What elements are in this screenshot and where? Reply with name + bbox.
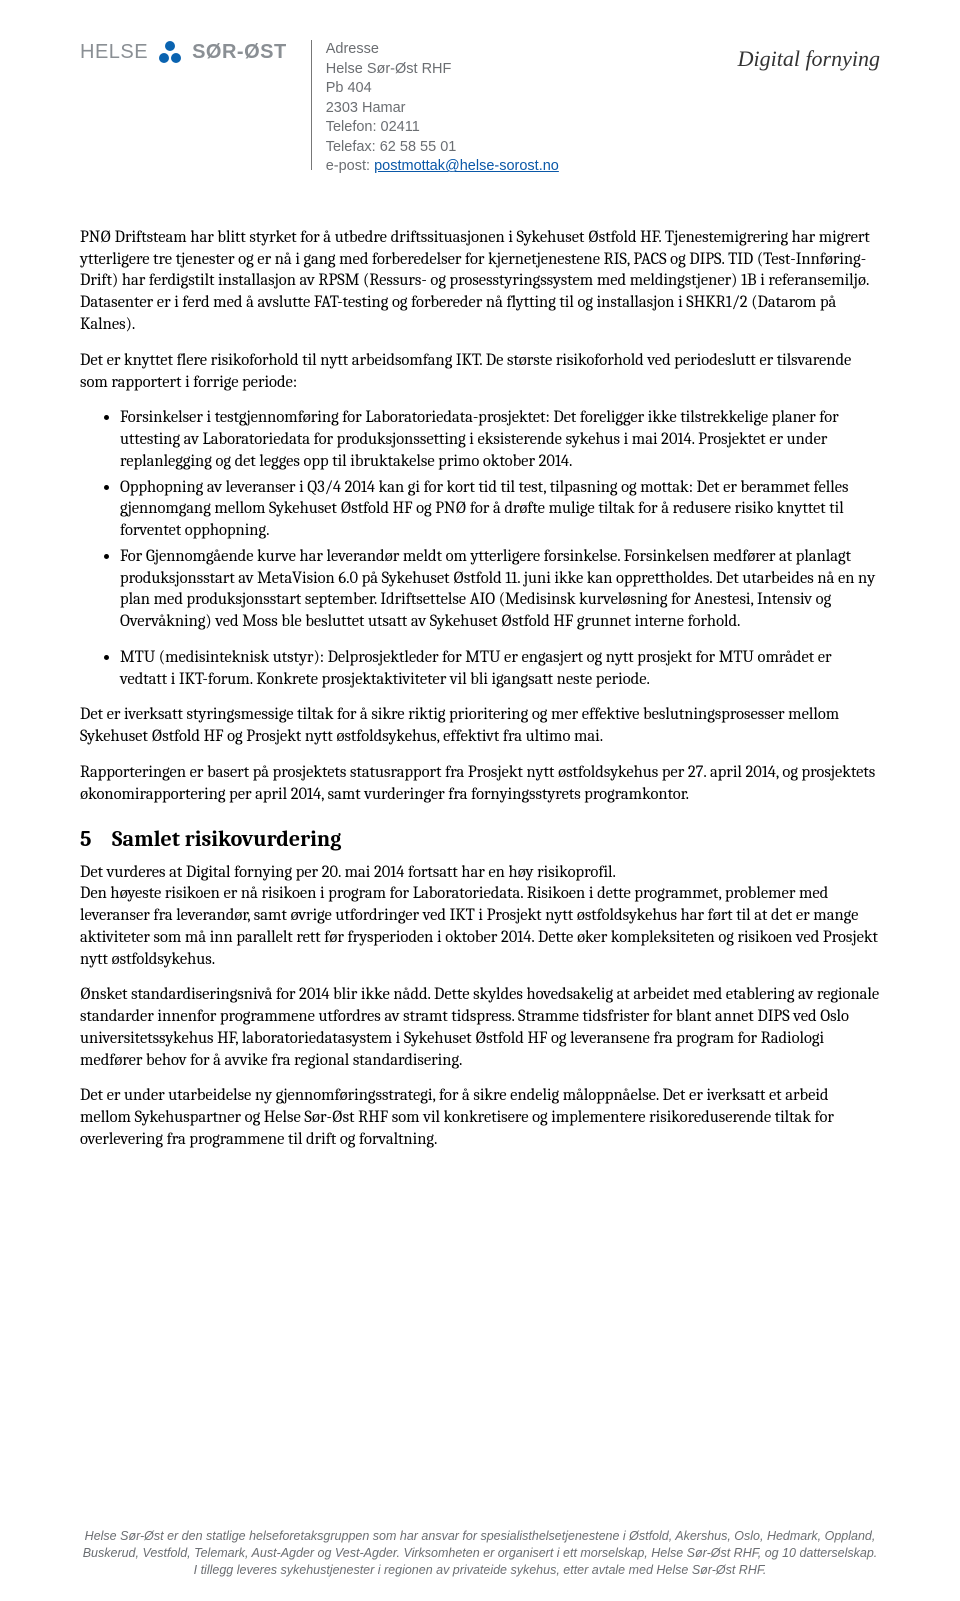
paragraph: Det vurderes at Digital fornying per 20.…	[80, 862, 880, 971]
address-email-prefix: e-post:	[326, 158, 374, 174]
logo-word-left: HELSE	[80, 41, 148, 64]
section-number: 5	[80, 826, 112, 852]
list-item: MTU (medisinteknisk utstyr): Delprosjekt…	[120, 647, 880, 691]
paragraph: Det er knyttet flere risikoforhold til n…	[80, 350, 880, 394]
address-line: Telefax: 62 58 55 01	[326, 138, 559, 158]
list-item: For Gjennomgående kurve har leverandør m…	[120, 546, 880, 633]
address-line: Helse Sør-Øst RHF	[326, 60, 559, 80]
address-line: e-post: postmottak@helse-sorost.no	[326, 157, 559, 177]
logo-dots-icon	[158, 40, 182, 64]
bullet-list: Forsinkelser i testgjennomføring for Lab…	[80, 407, 880, 633]
bullet-list: MTU (medisinteknisk utstyr): Delprosjekt…	[80, 647, 880, 691]
org-logo: HELSE SØR-ØST	[80, 40, 287, 64]
paragraph: Rapporteringen er basert på prosjektets …	[80, 762, 880, 806]
address-line: Adresse	[326, 40, 559, 60]
document-category: Digital fornying	[738, 40, 880, 72]
page-footer: Helse Sør-Øst er den statlige helseforet…	[80, 1528, 880, 1579]
address-line: Pb 404	[326, 79, 559, 99]
section-title: Samlet risikovurdering	[112, 826, 341, 852]
list-item: Opphopning av leveranser i Q3/4 2014 kan…	[120, 477, 880, 542]
address-block: Adresse Helse Sør-Øst RHF Pb 404 2303 Ha…	[326, 40, 559, 177]
paragraph: Ønsket standardiseringsnivå for 2014 bli…	[80, 984, 880, 1071]
header-divider	[311, 40, 312, 170]
paragraph: Det er under utarbeidelse ny gjennomføri…	[80, 1085, 880, 1150]
list-item: Forsinkelser i testgjennomføring for Lab…	[120, 407, 880, 472]
section-heading: 5Samlet risikovurdering	[80, 826, 880, 852]
paragraph: PNØ Driftsteam har blitt styrket for å u…	[80, 227, 880, 336]
address-line: Telefon: 02411	[326, 118, 559, 138]
document-body: PNØ Driftsteam har blitt styrket for å u…	[80, 227, 880, 1151]
address-email-link[interactable]: postmottak@helse-sorost.no	[374, 158, 559, 174]
logo-word-right: SØR-ØST	[192, 41, 287, 64]
address-line: 2303 Hamar	[326, 99, 559, 119]
paragraph: Det er iverksatt styringsmessige tiltak …	[80, 704, 880, 748]
letterhead: HELSE SØR-ØST Adresse Helse Sør-Øst RHF …	[80, 40, 880, 177]
document-page: HELSE SØR-ØST Adresse Helse Sør-Øst RHF …	[0, 0, 960, 1601]
